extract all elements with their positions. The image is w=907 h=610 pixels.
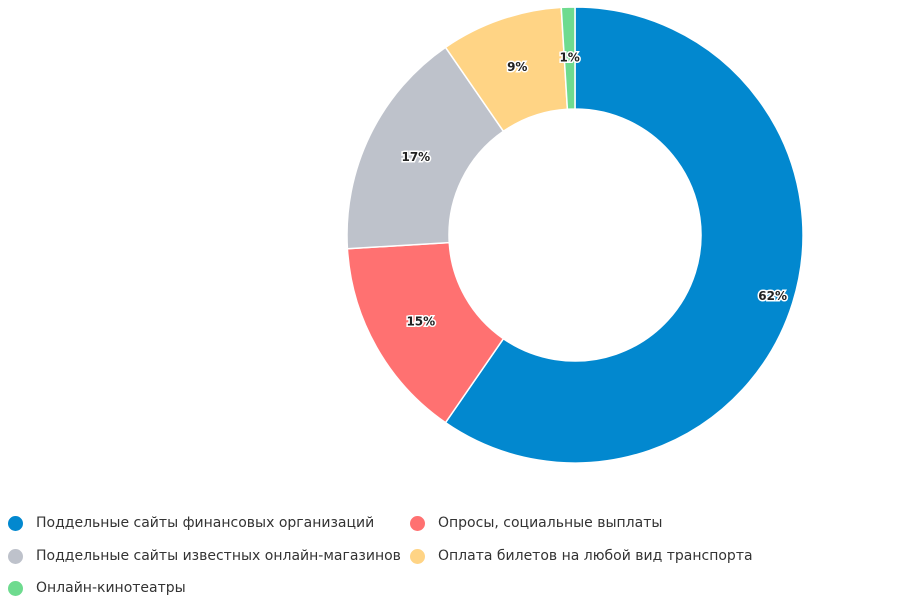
legend-item-financial-sites[interactable]: Поддельные сайты финансовых организаций: [8, 512, 374, 534]
legend-swatch-surveys: [410, 515, 425, 531]
legend-swatch-financial-sites: [8, 515, 23, 531]
legend: Поддельные сайты финансовых организаций …: [8, 512, 898, 602]
donut-slice-3[interactable]: [346, 46, 505, 250]
legend-swatch-transport-tickets: [410, 548, 425, 564]
donut-slices: [346, 6, 804, 464]
slice-label-1: 62%: [758, 289, 787, 303]
legend-label: Оплата билетов на любой вид транспорта: [438, 548, 753, 564]
legend-label: Онлайн-кинотеатры: [36, 580, 186, 596]
donut-chart: 62% 15% 17% 9% 1%: [346, 6, 804, 464]
legend-swatch-online-shops: [8, 548, 23, 564]
legend-label: Поддельные сайты финансовых организаций: [36, 515, 375, 531]
slice-label-5: 1%: [559, 51, 579, 65]
slice-label-2: 15%: [406, 314, 435, 328]
donut-slice-5[interactable]: [560, 6, 576, 111]
slice-label-3: 17%: [401, 150, 430, 164]
legend-item-surveys[interactable]: Опросы, социальные выплаты: [410, 512, 662, 534]
legend-item-transport-tickets[interactable]: Оплата билетов на любой вид транспорта: [410, 545, 753, 567]
slice-labels: 62% 15% 17% 9% 1%: [400, 49, 789, 330]
legend-item-online-shops[interactable]: Поддельные сайты известных онлайн-магази…: [8, 545, 401, 567]
legend-item-online-cinemas[interactable]: Онлайн-кинотеатры: [8, 577, 186, 599]
donut-slice-1[interactable]: [444, 6, 804, 464]
slice-label-4: 9%: [507, 60, 527, 74]
legend-swatch-online-cinemas: [8, 580, 23, 596]
legend-label: Поддельные сайты известных онлайн-магази…: [36, 548, 401, 564]
legend-label: Опросы, социальные выплаты: [438, 515, 663, 531]
